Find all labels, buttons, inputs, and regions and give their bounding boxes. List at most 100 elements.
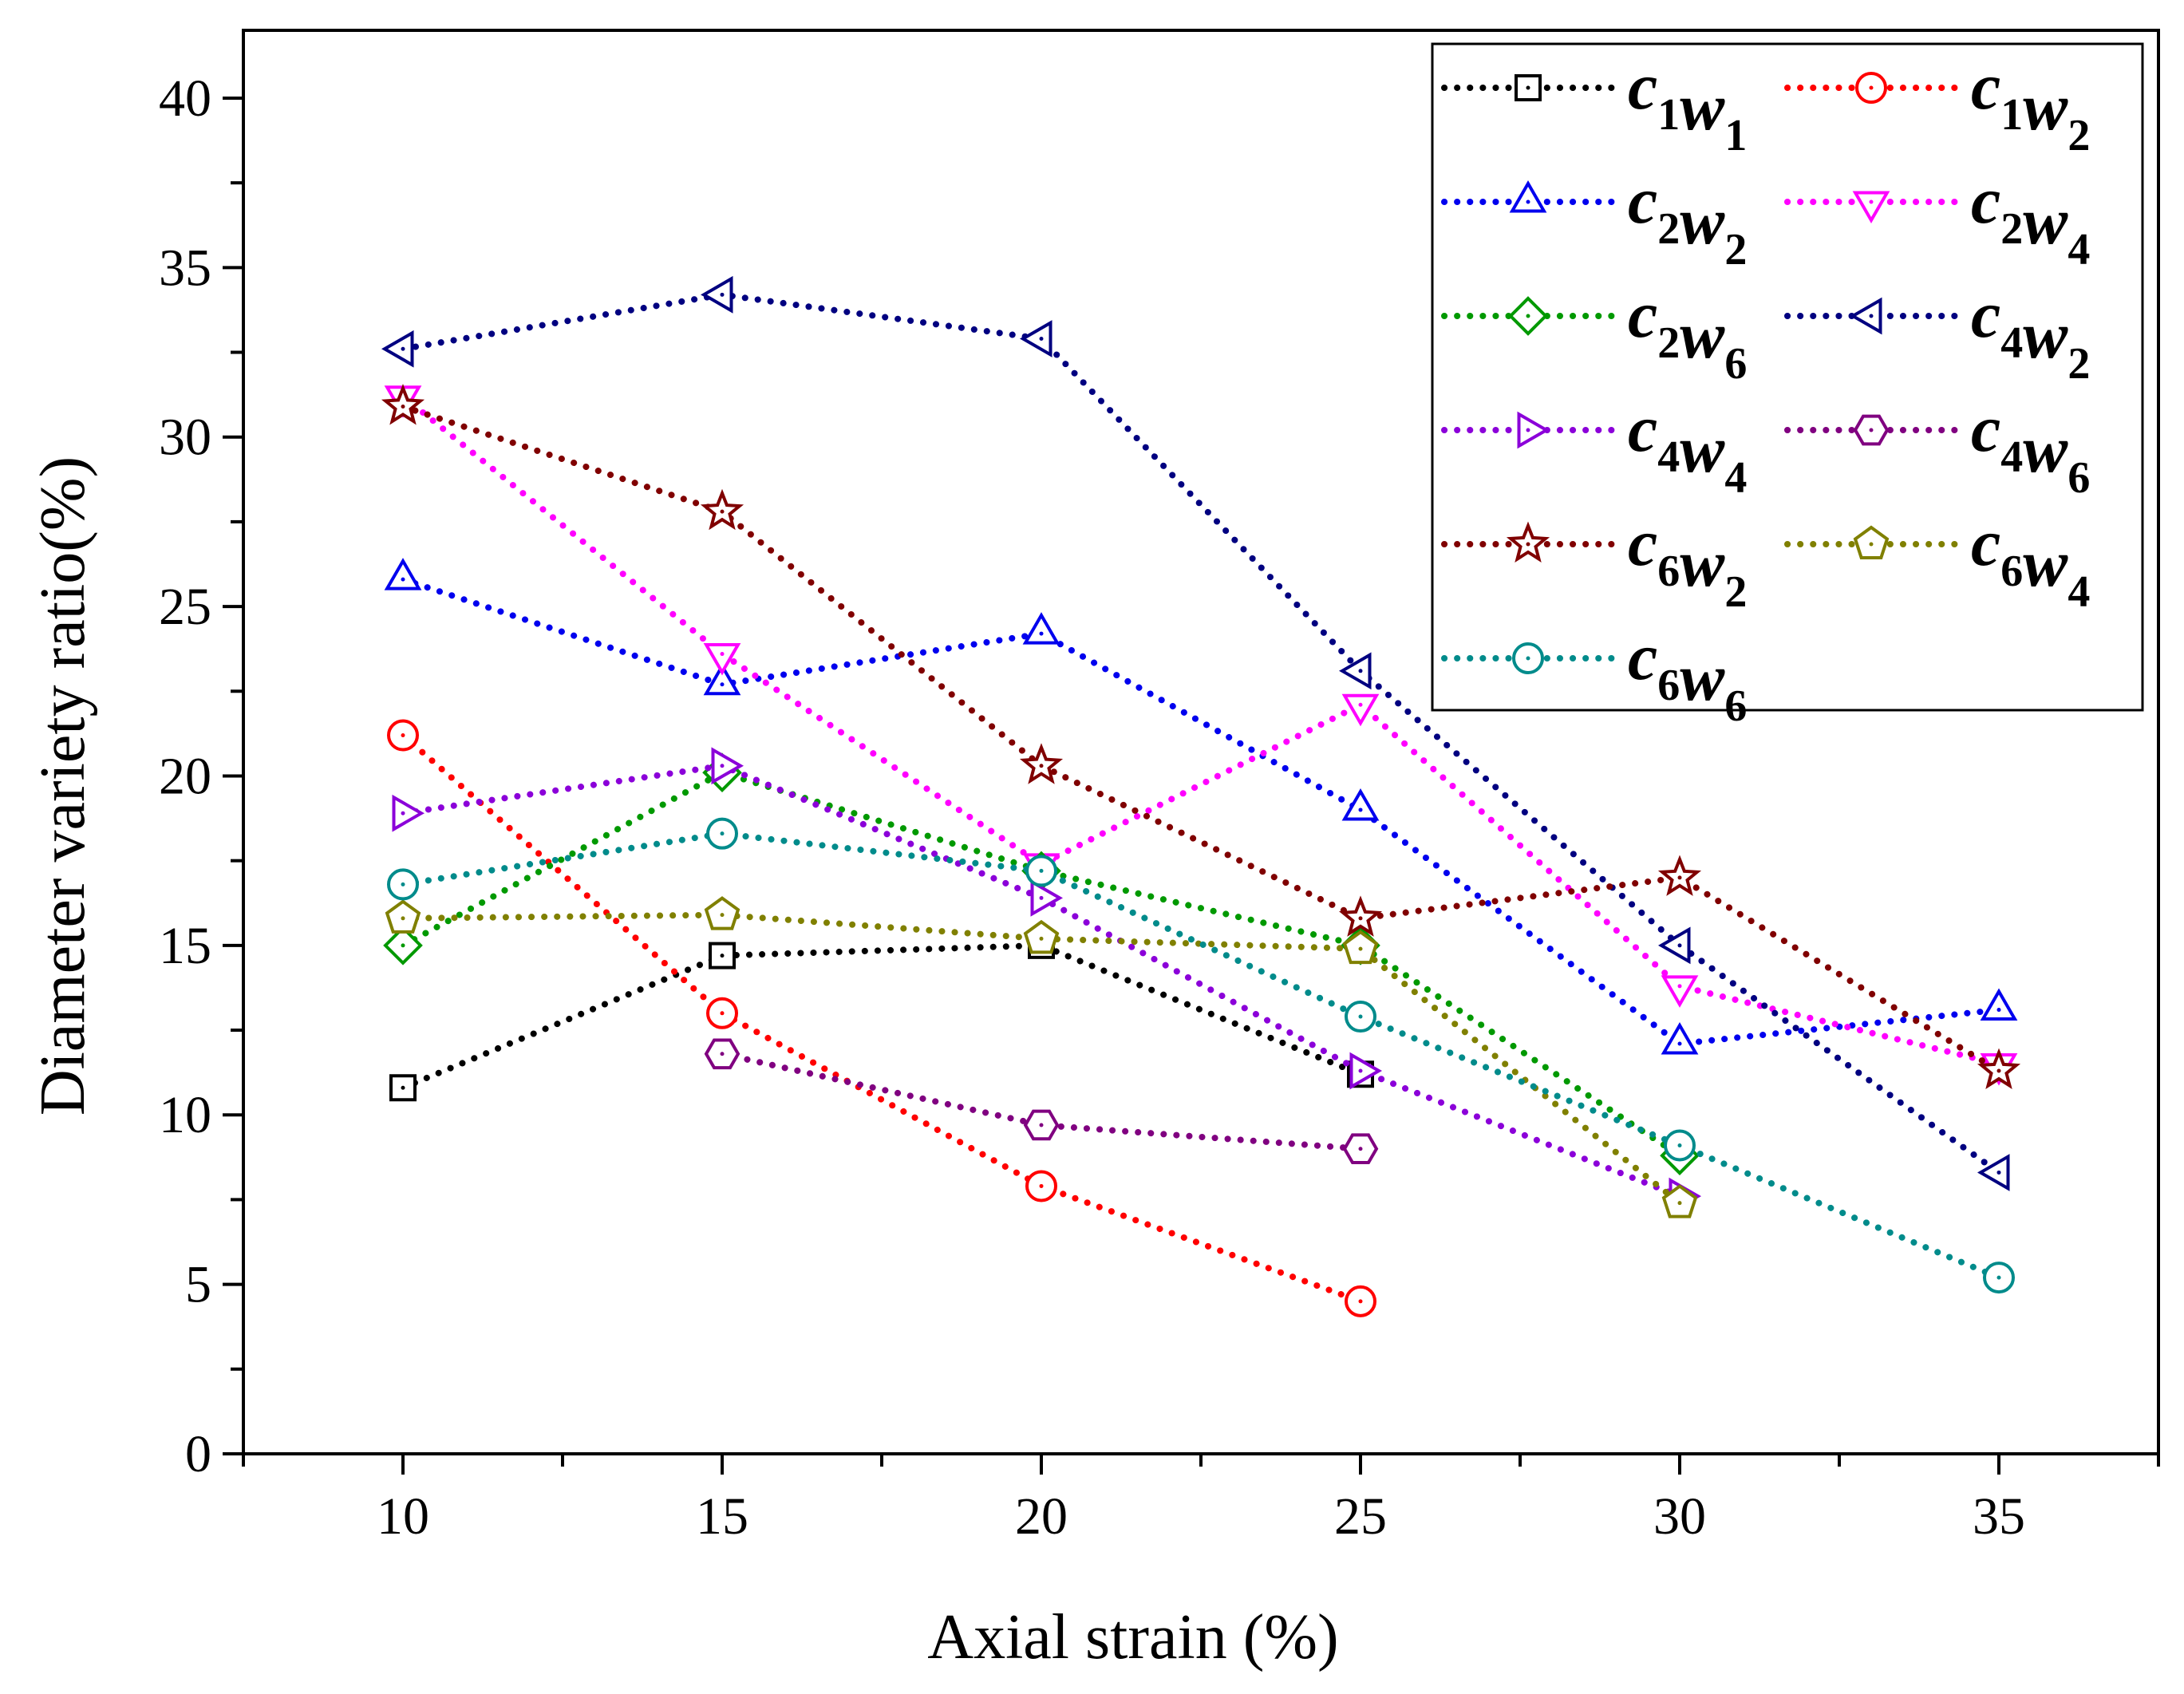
x-tick-label: 25: [1334, 1487, 1387, 1546]
data-point-c2w2: [1022, 612, 1060, 645]
marker-center-dot: [1358, 702, 1363, 707]
data-point-c4w2: [1019, 320, 1053, 357]
data-point-c2w2: [384, 558, 422, 590]
legend-item-c6w4: c6w4: [1784, 506, 2090, 617]
marker-center-dot: [1677, 875, 1682, 880]
marker-center-dot: [1039, 337, 1044, 342]
y-tick-label: 0: [185, 1425, 211, 1483]
marker-center-dot: [1677, 943, 1682, 948]
series-c6w6: [387, 817, 2015, 1294]
legend-label: c4w4: [1628, 392, 1747, 503]
data-point-c2w4: [1661, 975, 1699, 1008]
series-c6w4: [385, 896, 1698, 1218]
marker-center-dot: [1526, 656, 1530, 661]
legend-label: c4w6: [1971, 392, 2090, 503]
legend-label: c6w4: [1971, 506, 2090, 617]
marker-center-dot: [1869, 85, 1874, 90]
marker-center-dot: [401, 404, 405, 409]
marker-center-dot: [1526, 428, 1530, 432]
marker-center-dot: [720, 831, 725, 836]
marker-center-dot: [1358, 1299, 1363, 1304]
series-line-c4w6: [719, 1050, 1364, 1152]
marker-center-dot: [1677, 984, 1682, 989]
marker-center-dot: [1526, 199, 1530, 204]
data-point-c4w4: [1030, 879, 1064, 917]
data-point-c2w2: [1661, 1022, 1699, 1055]
legend-item-c4w4: c4w4: [1441, 392, 1747, 503]
marker-center-dot: [1039, 895, 1044, 900]
x-tick-label: 30: [1653, 1487, 1706, 1546]
marker-center-dot: [1677, 1201, 1682, 1206]
marker-center-dot: [1869, 428, 1874, 432]
marker-center-dot: [1677, 1041, 1682, 1046]
marker-center-dot: [1358, 1014, 1363, 1019]
legend-label: c6w2: [1628, 506, 1747, 617]
data-point-c4w4: [1349, 1052, 1383, 1090]
marker-center-dot: [720, 913, 725, 918]
legend-label: c4w2: [1971, 278, 2090, 389]
marker-center-dot: [1869, 199, 1874, 204]
marker-center-dot: [1358, 1147, 1363, 1151]
legend-item-c6w2: c6w2: [1441, 506, 1747, 617]
marker-center-dot: [1039, 1123, 1044, 1127]
x-tick-label: 35: [1973, 1487, 2025, 1546]
axes: 10 15 20 25 30 35 0 5 10 15 20 25 30 35 40: [159, 29, 2160, 1546]
marker-center-dot: [1869, 314, 1874, 318]
legend-item-c2w6: c2w6: [1441, 278, 1747, 389]
legend-item-c2w2: c2w2: [1441, 164, 1747, 274]
series-c1w1: [389, 931, 1374, 1102]
data-point-c2w2: [1341, 788, 1380, 821]
y-tick-label: 15: [159, 917, 211, 975]
marker-center-dot: [1996, 1068, 2001, 1073]
data-point-c4w4: [711, 747, 744, 785]
series-c4w2: [381, 275, 2010, 1191]
marker-center-dot: [720, 292, 725, 297]
data-point-c4w2: [1657, 926, 1691, 965]
series-c6w2: [381, 384, 2021, 1090]
y-axis-title: Diameter variety ratio(%): [28, 456, 98, 1116]
data-point-c4w4: [392, 794, 425, 832]
y-tick-label: 30: [159, 409, 211, 467]
series-line-c2w4: [400, 393, 2002, 1068]
marker-center-dot: [1869, 542, 1874, 547]
marker-center-dot: [1526, 314, 1530, 318]
marker-center-dot: [401, 811, 405, 815]
series-c2w2: [384, 558, 2018, 1055]
marker-center-dot: [1996, 1170, 2001, 1175]
marker-center-dot: [720, 1011, 725, 1016]
marker-center-dot: [1039, 868, 1044, 873]
series-line-c2w2: [400, 576, 2002, 1048]
series-line-c1w1: [400, 942, 1364, 1092]
marker-center-dot: [401, 1085, 405, 1090]
legend-label: c1w2: [1971, 49, 2090, 160]
x-tick-label: 15: [696, 1487, 748, 1546]
marker-center-dot: [401, 882, 405, 886]
marker-center-dot: [1358, 946, 1363, 951]
marker-center-dot: [1039, 936, 1044, 941]
data-point-c2w2: [1980, 988, 2018, 1021]
data-point-c4w2: [381, 330, 414, 368]
marker-center-dot: [720, 1052, 725, 1056]
y-tick-label: 40: [159, 69, 211, 128]
marker-center-dot: [1039, 631, 1044, 636]
legend-marker: [1849, 297, 1882, 335]
data-point-c2w4: [703, 643, 741, 676]
data-point-c4w2: [1338, 652, 1372, 690]
legend-label: c6w6: [1628, 620, 1747, 731]
legend-item-c1w1: c1w1: [1441, 49, 1747, 160]
marker-center-dot: [720, 682, 725, 687]
y-tick-label: 20: [159, 747, 211, 805]
marker-center-dot: [1358, 1068, 1363, 1073]
marker-center-dot: [720, 954, 725, 958]
marker-center-dot: [1677, 1143, 1682, 1147]
legend-label: c1w1: [1628, 49, 1747, 160]
legend-marker: [1509, 180, 1547, 213]
data-point-c2w4: [1341, 693, 1380, 727]
legend-label: c2w6: [1628, 278, 1747, 389]
marker-center-dot: [1358, 669, 1363, 673]
series-c4w4: [392, 747, 1702, 1215]
marker-center-dot: [401, 346, 405, 351]
series-line-c6w6: [400, 830, 2002, 1281]
